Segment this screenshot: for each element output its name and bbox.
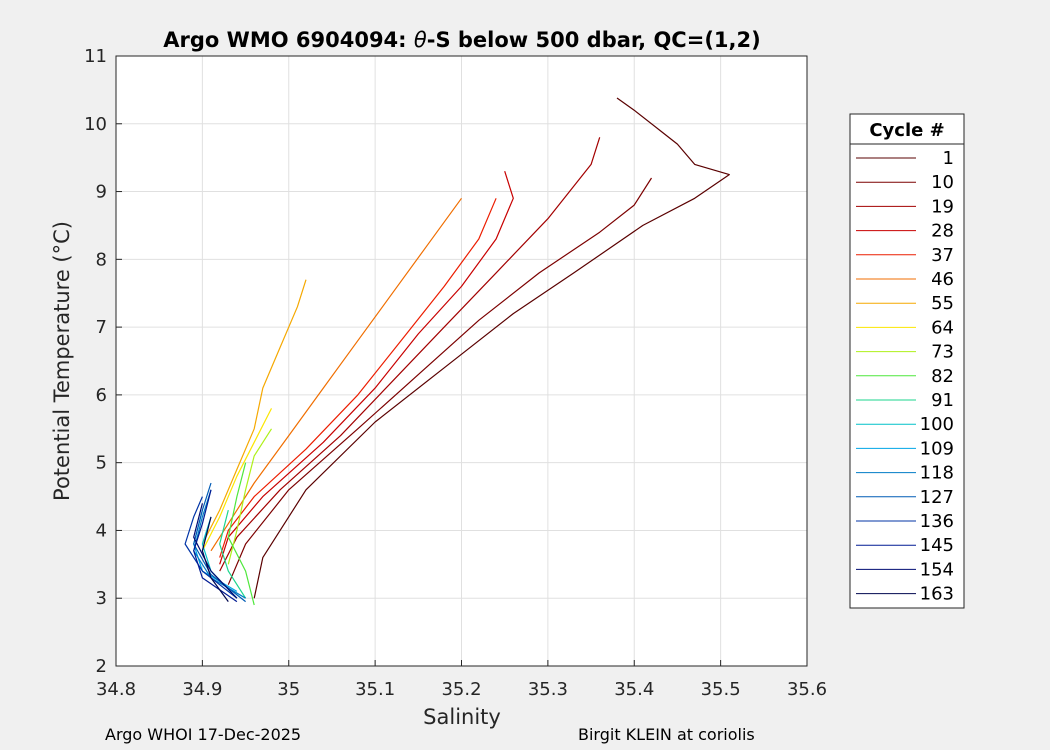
series-line-cycle-55	[201, 279, 307, 545]
legend-label: 1	[943, 148, 954, 169]
footer-left: Argo WHOI 17-Dec-2025	[105, 725, 302, 744]
y-tick-label: 3	[96, 588, 107, 609]
legend-label: 118	[920, 463, 954, 484]
legend-label: 163	[920, 584, 954, 605]
y-tick-label: 7	[96, 317, 107, 338]
legend-label: 10	[931, 172, 954, 193]
legend-label: 46	[931, 269, 954, 290]
legend-title: Cycle #	[869, 120, 944, 141]
series-line-cycle-10	[227, 177, 653, 585]
y-axis-label: Potential Temperature (°C)	[50, 221, 74, 501]
x-tick-label: 35.1	[355, 679, 395, 700]
legend-label: 100	[920, 414, 954, 435]
x-tick-label: 35.3	[528, 679, 568, 700]
data-lines	[184, 97, 730, 606]
series-line-cycle-1	[253, 97, 730, 599]
legend-label: 91	[931, 390, 954, 411]
legend-label: 64	[931, 317, 954, 338]
y-tick-label: 4	[96, 520, 107, 541]
footer-right: Birgit KLEIN at coriolis	[578, 725, 755, 744]
series-line-cycle-145	[193, 489, 238, 603]
legend-label: 37	[931, 245, 954, 266]
x-tick-label: 35.6	[787, 679, 827, 700]
x-tick-label: 34.9	[182, 679, 222, 700]
y-tick-label: 2	[96, 656, 107, 677]
series-line-cycle-64	[201, 408, 273, 552]
y-tick-label: 10	[84, 114, 107, 135]
legend-label: 109	[920, 438, 954, 459]
x-axis-label: Salinity	[423, 705, 501, 729]
series-line-cycle-37	[219, 198, 497, 558]
y-tick-labels: 2 3 4 5 6 7 8 9 10 11	[84, 46, 107, 677]
series-line-cycle-19	[219, 137, 601, 572]
x-tick-label: 35	[277, 679, 300, 700]
series-line-cycle-73	[227, 428, 273, 565]
legend-label: 82	[931, 366, 954, 387]
legend-label: 28	[931, 221, 954, 242]
x-tick-label: 35.4	[614, 679, 654, 700]
series-line-cycle-28	[219, 171, 514, 565]
legend-label: 55	[931, 293, 954, 314]
series-line-cycle-82	[227, 462, 255, 606]
legend-label: 145	[920, 535, 954, 556]
x-tick-labels: 34.8 34.9 35 35.1 35.2 35.3 35.4 35.5 35.6	[96, 679, 827, 700]
legend-box	[849, 113, 965, 609]
legend-label: 73	[931, 342, 954, 363]
y-tick-label: 8	[96, 249, 107, 270]
legend-label: 19	[931, 196, 954, 217]
legend-label: 127	[920, 487, 954, 508]
series-line-cycle-154	[193, 503, 238, 599]
series-line-cycle-46	[210, 197, 462, 552]
series-line-cycle-136	[184, 496, 238, 599]
y-tick-label: 11	[84, 46, 107, 67]
y-tick-label: 5	[96, 453, 107, 474]
series-line-cycle-91	[219, 509, 247, 599]
y-tick-label: 6	[96, 385, 107, 406]
plot-frame	[115, 55, 808, 667]
series-line-cycle-163	[201, 516, 229, 602]
legend-label: 154	[920, 559, 954, 580]
x-tick-label: 35.5	[701, 679, 741, 700]
x-tick-label: 35.2	[441, 679, 481, 700]
x-tick-label: 34.8	[96, 679, 136, 700]
y-tick-label: 9	[96, 182, 107, 203]
chart-title: Argo WMO 6904094: θ-S below 500 dbar, QC…	[163, 28, 760, 52]
legend: Cycle # 1 10 19 28 37 46 55 64 73 82 91 100 109 118 12…	[849, 113, 965, 609]
legend-label: 136	[920, 511, 954, 532]
